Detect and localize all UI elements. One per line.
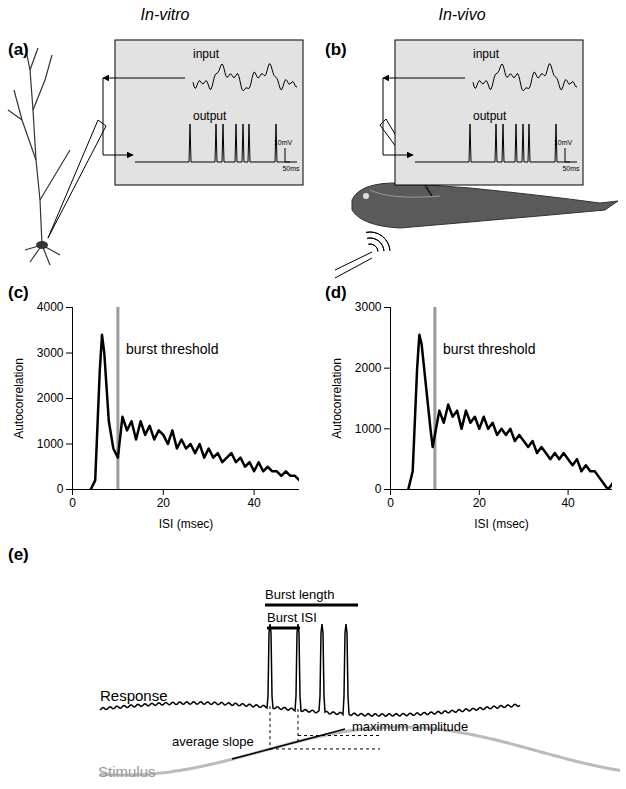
svg-text:output: output: [193, 109, 227, 123]
svg-text:2000: 2000: [37, 391, 64, 405]
svg-text:3000: 3000: [37, 346, 64, 360]
svg-text:input: input: [473, 47, 500, 61]
svg-text:50ms: 50ms: [282, 165, 300, 172]
svg-text:2000: 2000: [355, 361, 382, 375]
html-text:(e): (e): [8, 545, 29, 564]
svg-text:Response: Response: [100, 687, 168, 704]
svg-text:0: 0: [69, 496, 76, 510]
svg-text:burst threshold: burst threshold: [126, 341, 219, 357]
svg-text:50ms: 50ms: [562, 165, 580, 172]
svg-text:20: 20: [473, 496, 487, 510]
svg-text:Autocorrelation: Autocorrelation: [12, 358, 26, 439]
html-text:(c): (c): [8, 283, 29, 302]
svg-text:10mV: 10mV: [554, 139, 573, 146]
svg-text:In-vivo: In-vivo: [438, 6, 485, 23]
svg-text:Burst length: Burst length: [265, 587, 334, 602]
svg-text:40: 40: [247, 496, 261, 510]
html-text:(a): (a): [8, 40, 29, 59]
svg-text:Autocorrelation: Autocorrelation: [330, 358, 344, 439]
svg-text:maximum amplitude: maximum amplitude: [352, 719, 468, 734]
svg-text:10mV: 10mV: [274, 139, 293, 146]
svg-text:1000: 1000: [355, 422, 382, 436]
svg-text:output: output: [473, 109, 507, 123]
svg-text:In-vitro: In-vitro: [141, 6, 190, 23]
svg-text:40: 40: [561, 496, 575, 510]
svg-text:1000: 1000: [37, 437, 64, 451]
svg-text:0: 0: [375, 482, 382, 496]
svg-text:0: 0: [57, 482, 64, 496]
svg-text:Stimulus: Stimulus: [98, 763, 156, 780]
svg-text:4000: 4000: [37, 300, 64, 314]
svg-text:burst threshold: burst threshold: [443, 341, 536, 357]
svg-text:ISI (msec): ISI (msec): [159, 517, 214, 531]
svg-text:20: 20: [157, 496, 171, 510]
html-text:(b): (b): [325, 40, 347, 59]
html-text:(d): (d): [325, 283, 347, 302]
svg-text:Burst ISI: Burst ISI: [267, 610, 317, 625]
svg-text:ISI (msec): ISI (msec): [474, 517, 529, 531]
svg-text:3000: 3000: [355, 300, 382, 314]
svg-text:average slope: average slope: [172, 734, 254, 749]
svg-text:input: input: [193, 47, 220, 61]
svg-text:0: 0: [387, 496, 394, 510]
